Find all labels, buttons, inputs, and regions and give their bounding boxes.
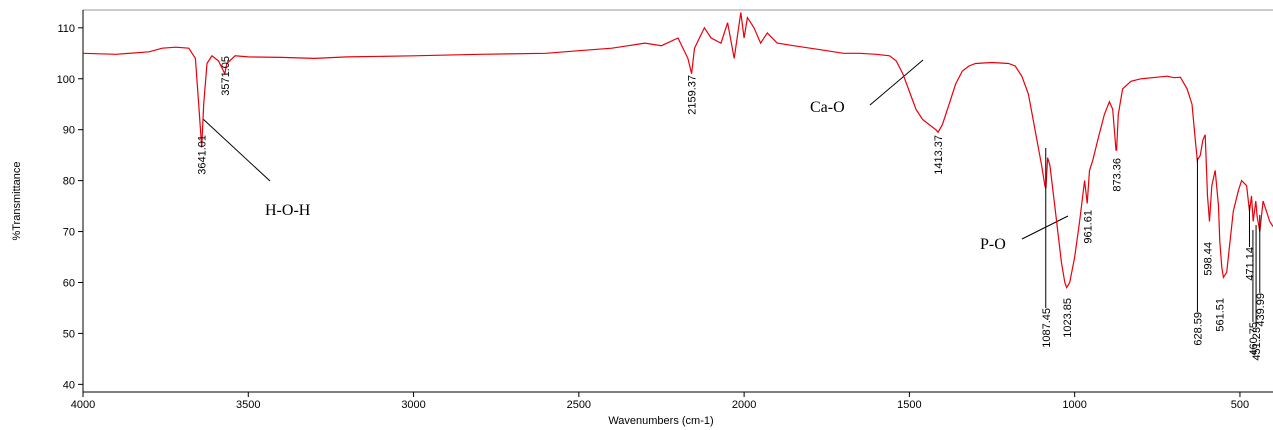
peak-label: 1023.85 [1062, 298, 1074, 338]
peak-label: 3571.05 [220, 56, 232, 96]
y-tick-label: 50 [63, 328, 75, 340]
peak-label: 873.36 [1112, 158, 1124, 192]
peak-label: 2159.37 [686, 75, 698, 115]
annotation-leader [869, 59, 924, 106]
x-axis-label: Wavenumbers (cm-1) [608, 415, 713, 427]
peak-label: 561.51 [1215, 298, 1227, 332]
peak-label: 451.23 [1251, 327, 1263, 361]
y-tick-label: 40 [63, 379, 75, 391]
peak-label: 1413.37 [933, 135, 945, 175]
annotation: H-O-H [265, 202, 311, 219]
peak-label: 471.14 [1244, 247, 1256, 281]
y-tick-label: 70 [63, 227, 75, 239]
peak-label: 598.44 [1202, 242, 1214, 276]
spectrum-line [82, 12, 1273, 289]
x-tick-label: 2500 [567, 399, 591, 411]
y-tick-label: 60 [63, 277, 75, 289]
annotation: Ca-O [810, 99, 845, 116]
y-axis-label: %Transmittance [11, 161, 23, 240]
x-tick-label: 1000 [1062, 399, 1086, 411]
x-tick-label: 1500 [897, 399, 921, 411]
y-tick-label: 110 [57, 23, 75, 35]
y-tick-label: 80 [63, 176, 75, 188]
x-tick-label: 3500 [236, 399, 260, 411]
y-tick-label: 90 [63, 125, 75, 137]
peak-label: 460.75 [1248, 322, 1260, 356]
annotation: P-O [980, 236, 1006, 253]
peak-label: 439.99 [1255, 293, 1267, 327]
peak-label: 3641.01 [197, 135, 209, 175]
peak-label: 961.61 [1082, 210, 1094, 244]
x-tick-label: 2000 [732, 399, 756, 411]
annotation-leader [1021, 215, 1069, 240]
peak-label: 628.59 [1192, 312, 1204, 346]
y-tick-label: 100 [57, 74, 75, 86]
x-tick-label: 4000 [71, 399, 95, 411]
x-tick-label: 3000 [401, 399, 425, 411]
peak-label: 1087.45 [1041, 308, 1053, 348]
x-tick-label: 500 [1231, 399, 1249, 411]
annotation-leader [202, 118, 271, 182]
